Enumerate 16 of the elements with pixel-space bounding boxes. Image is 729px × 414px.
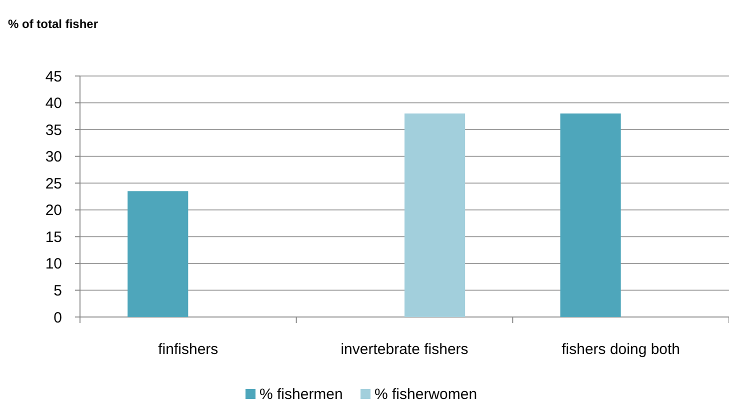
- y-axis-title: % of total fisher: [8, 17, 98, 31]
- y-tick-label: 30: [45, 148, 62, 166]
- y-tick-label: 40: [45, 95, 62, 112]
- y-tick-label: 35: [45, 122, 62, 139]
- legend-label: % fishermen: [260, 386, 343, 403]
- y-tick-label: 20: [45, 202, 62, 220]
- y-tick-label: 10: [45, 256, 62, 273]
- x-tick-label: invertebrate fishers: [340, 341, 468, 358]
- y-tick-label: 45: [45, 68, 62, 86]
- y-tick-label: 15: [45, 228, 62, 246]
- y-tick-label: 0: [54, 309, 62, 326]
- legend-label: % fisherwomen: [374, 386, 478, 403]
- x-tick-label: finfishers: [158, 341, 218, 358]
- x-tick-label: fishers doing both: [562, 341, 680, 358]
- y-tick-label: 5: [54, 282, 62, 300]
- y-tick-label: 25: [45, 175, 62, 192]
